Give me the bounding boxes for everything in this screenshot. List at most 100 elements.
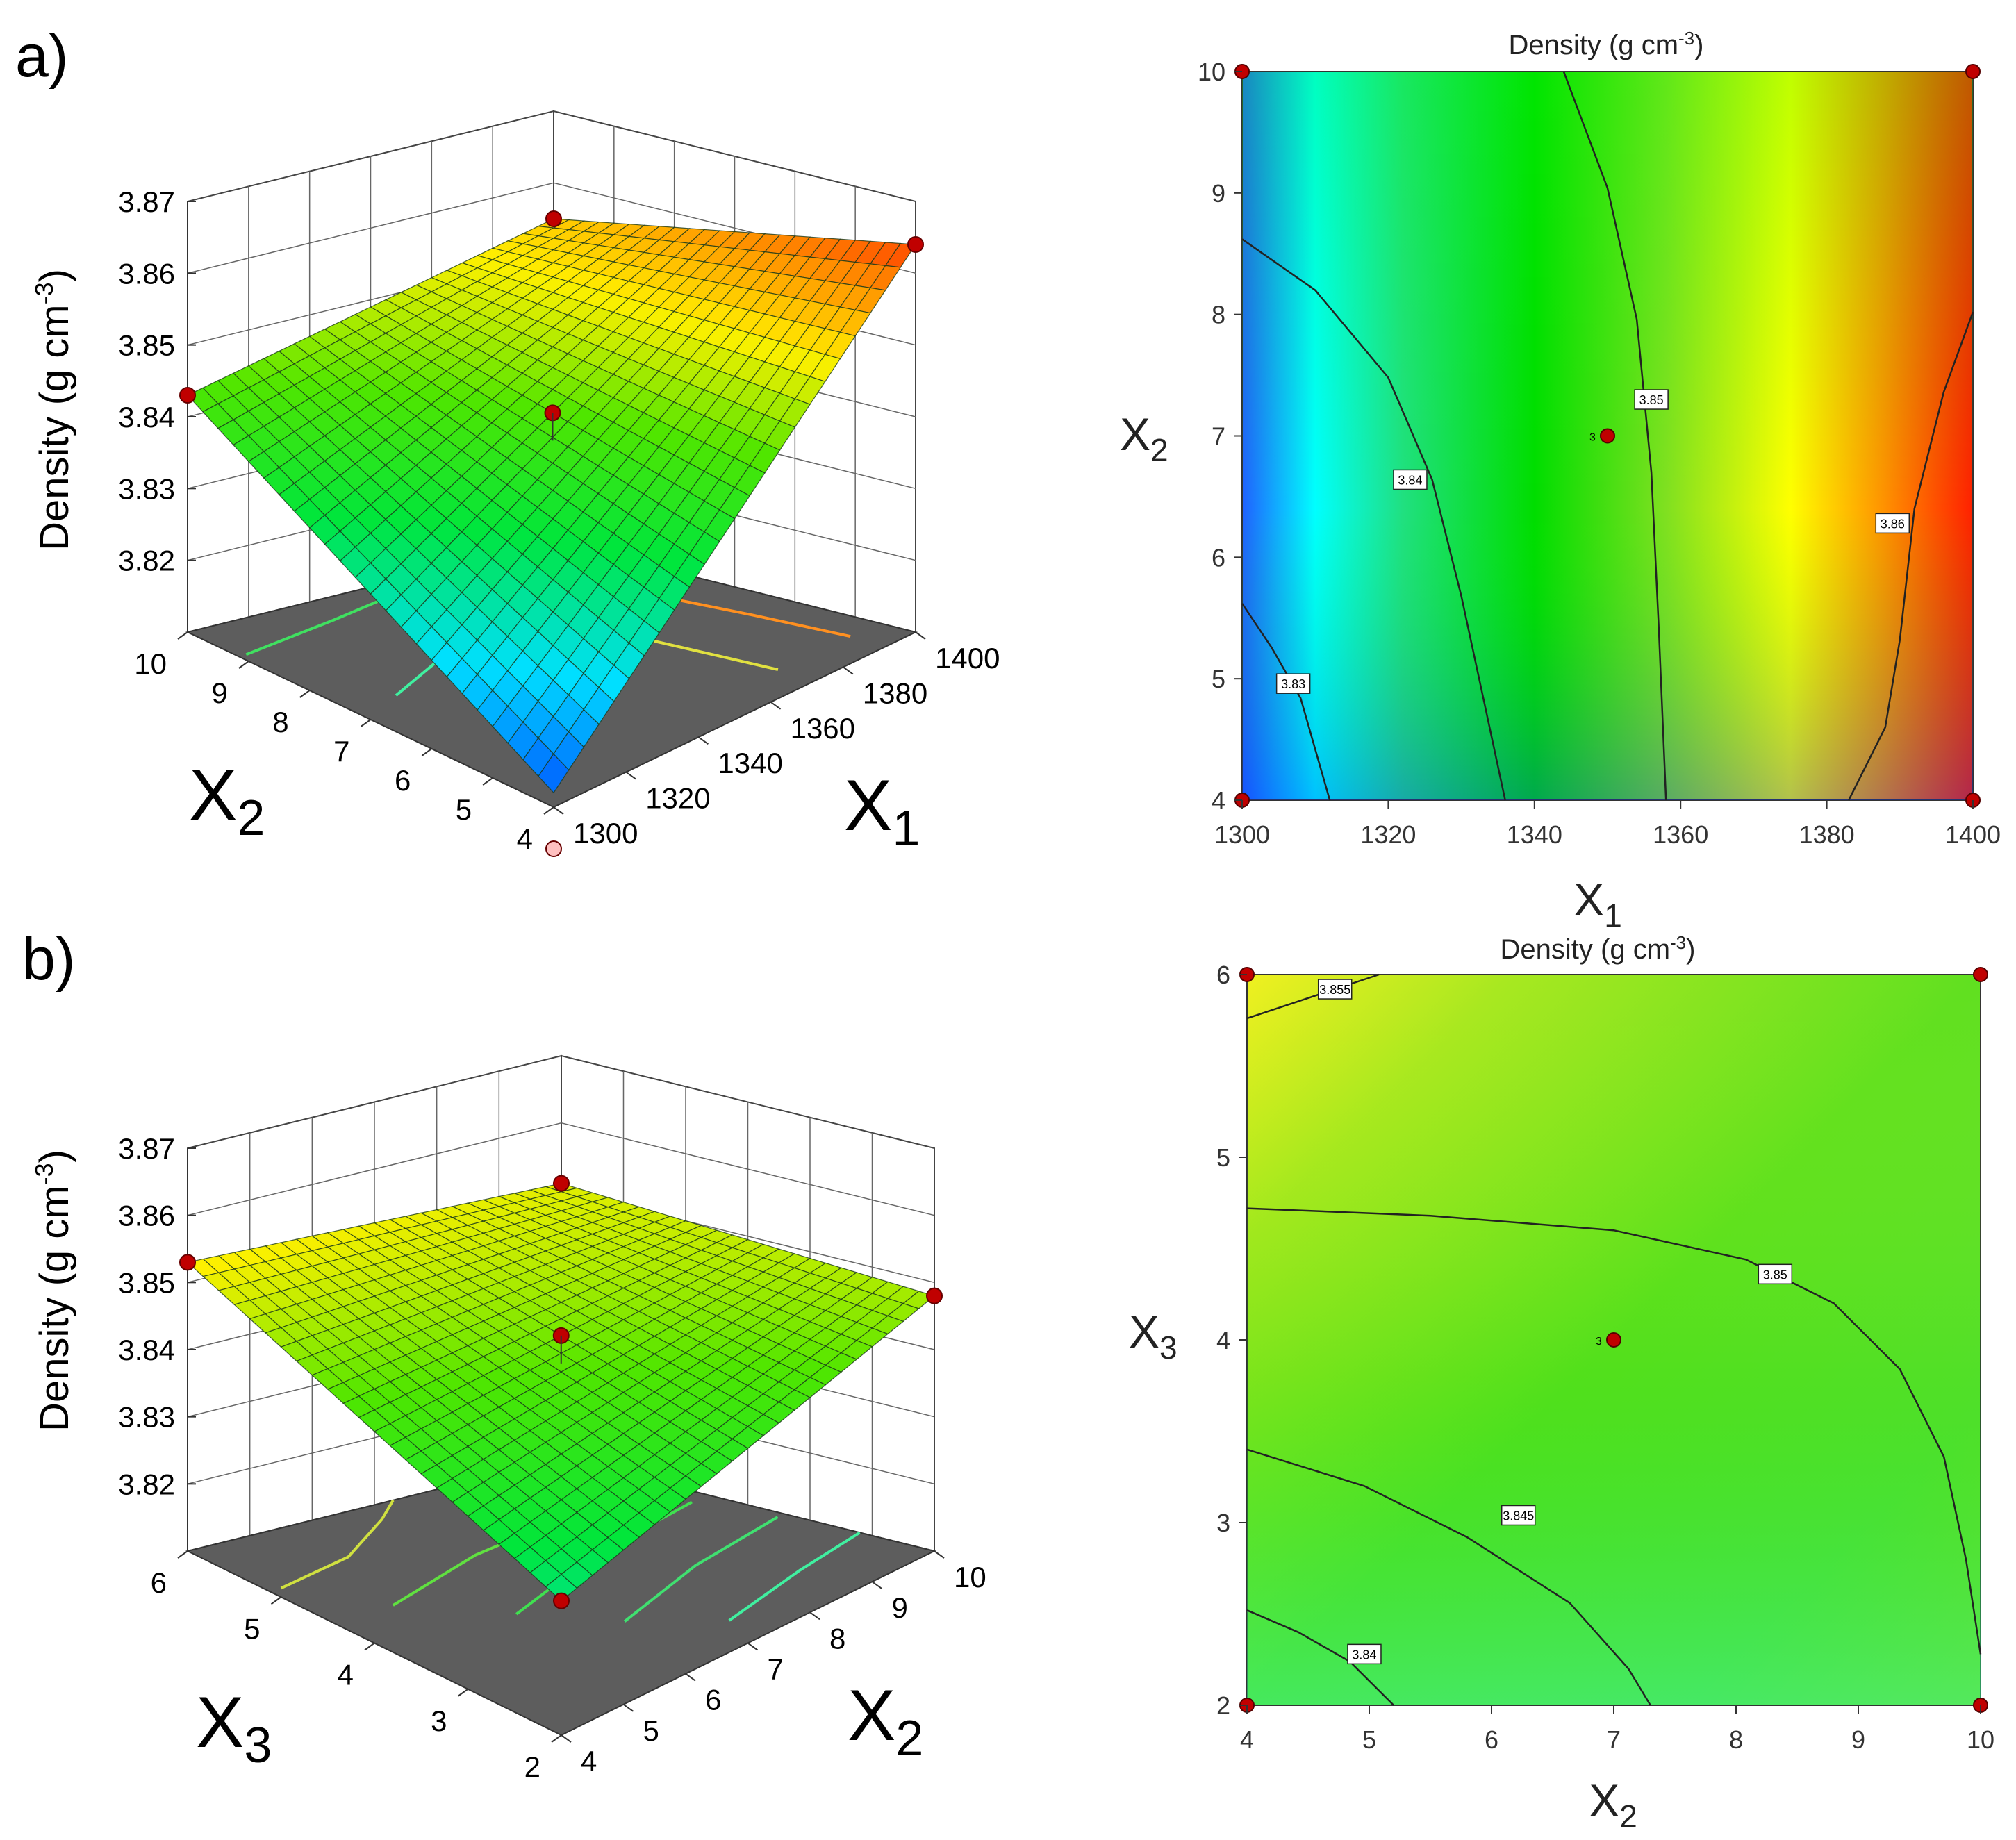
right-axis-tick-label: 8 <box>829 1622 845 1655</box>
contour-lines-b: 3.855 3.85 3.845 3.84 3 4 5 6 7 8 9 10 6 5 4 3 2 <box>1216 961 1994 1754</box>
left-axis-tick <box>360 719 372 727</box>
left-axis-tick <box>457 1688 469 1697</box>
y-tick-label: 8 <box>1212 301 1225 329</box>
left-axis-tick-label: 3 <box>431 1705 447 1737</box>
surface-cell <box>545 1573 578 1602</box>
right-axis-tick-label: 1340 <box>718 747 782 779</box>
right-axis-tick <box>553 806 564 815</box>
design-point <box>926 1287 943 1304</box>
contour-a-xlabel: X1 <box>1573 874 1622 934</box>
left-axis-tick-label: 10 <box>134 647 167 680</box>
panel-b-contour: 3.855 3.85 3.845 3.84 3 4 5 6 7 8 9 10 6 5 4 3 2 Density… <box>1129 932 1994 1834</box>
left-axis-tick <box>270 1596 282 1605</box>
y-tick-label: 4 <box>1216 1326 1230 1354</box>
right-axis-tick-label: 10 <box>954 1561 986 1593</box>
contour-line <box>1246 1448 1651 1706</box>
contour-label-box <box>1347 1643 1382 1665</box>
contour-label-box <box>1758 1263 1793 1285</box>
contour-label-box <box>1317 979 1353 1000</box>
z-tick-label: 3.83 <box>118 472 175 505</box>
contour-label: 3.84 <box>1398 473 1422 487</box>
y-tick-label: 3 <box>1216 1509 1230 1537</box>
z-tick-label: 3.82 <box>118 545 175 577</box>
center-point <box>1600 428 1615 444</box>
contour-label-box <box>1875 513 1910 534</box>
left-axis-tick-label: 4 <box>517 822 533 855</box>
left-axis-tick-label: 5 <box>456 793 472 826</box>
x-tick-label: 1320 <box>1360 820 1416 849</box>
design-points <box>179 1175 943 1609</box>
left-axis-tick-label: 6 <box>395 764 411 797</box>
panel-a-contour: 3.83 3.84 3.85 3.86 3 1300 1320 1340 1360 1380 140… <box>1120 28 2001 934</box>
contour-label: 3.855 <box>1319 983 1350 997</box>
y-tick-label: 5 <box>1216 1143 1230 1172</box>
z-tick-label: 3.85 <box>118 1266 175 1299</box>
left-axis-tick <box>482 777 493 786</box>
right-axis-tick <box>697 736 709 745</box>
x-tick-label: 1360 <box>1653 820 1708 849</box>
contour-b-title: Density (g cm-3) <box>1501 932 1696 965</box>
x-tick-label: 4 <box>1240 1725 1254 1754</box>
contour-a-ylabel: X2 <box>1120 408 1168 468</box>
panel-a-label: a) <box>15 23 68 90</box>
z-tick-label: 3.85 <box>118 329 175 362</box>
y-tick-label: 6 <box>1212 543 1225 572</box>
center-point-label: 3 <box>1589 432 1596 444</box>
contour-line <box>1246 1609 1395 1706</box>
left-axis-ticks: 10 9 8 7 6 5 4 <box>134 631 554 855</box>
z-tick-label: 3.83 <box>118 1401 175 1434</box>
left-axis-tick-label: 8 <box>272 706 288 738</box>
right-axis-tick-label: 1320 <box>645 782 710 815</box>
right-axis-tick <box>625 771 636 780</box>
left-axis-tick-label: 2 <box>524 1750 540 1783</box>
left-axis-tick <box>177 631 188 640</box>
design-point <box>553 1175 570 1192</box>
design-point <box>553 1592 570 1609</box>
contour-line <box>1848 311 1974 801</box>
surface-plot-a: 3.87 3.86 3.85 3.84 3.83 3.82 10 9 8 7 6 5 4 13001320… <box>118 110 1000 857</box>
response-surface <box>187 218 917 794</box>
x3-axis-label-b: X3 <box>196 1682 272 1773</box>
right-axis-tick <box>747 1642 759 1651</box>
y-tick-label: 5 <box>1212 665 1225 693</box>
y-tick-label: 9 <box>1212 179 1225 208</box>
y-tick-label: 7 <box>1212 422 1225 451</box>
x2-axis-label-b: X2 <box>848 1675 923 1766</box>
right-axis-tick <box>809 1611 820 1621</box>
panel-b-surface: b) 3.87 3.86 3.85 3.84 3.83 3.82 6 5 4 3 2 4 5 6 7 8 9 10… <box>22 926 986 1783</box>
left-axis-tick <box>543 806 554 815</box>
contour-label-box <box>1501 1505 1536 1526</box>
z-tick-label: 3.87 <box>118 185 175 218</box>
right-axis-tick <box>871 1581 883 1589</box>
surface-plot-b: 3.87 3.86 3.85 3.84 3.83 3.82 6 5 4 3 2 4 5 6 7 8 9 10 <box>118 1054 986 1783</box>
z-tick-label: 3.84 <box>118 401 175 433</box>
z-tick-label: 3.82 <box>118 1468 175 1500</box>
left-axis-tick-label: 5 <box>244 1612 260 1645</box>
panel-b-label: b) <box>22 926 75 993</box>
x-tick-label: 6 <box>1485 1725 1498 1754</box>
x-tick-label: 1300 <box>1214 820 1270 849</box>
right-axis-tick-label: 1360 <box>791 712 855 745</box>
floor-contour-line <box>623 1516 779 1623</box>
right-axis-tick-label: 1400 <box>935 642 1000 674</box>
contour-label: 3.83 <box>1281 677 1305 691</box>
z-tick-label: 3.86 <box>118 257 175 290</box>
z-tick-label: 3.86 <box>118 1200 175 1232</box>
right-axis-tick <box>685 1673 696 1682</box>
y-tick-label: 6 <box>1216 961 1230 989</box>
x-tick-label: 5 <box>1362 1725 1376 1754</box>
right-axis-tick-label: 5 <box>643 1714 659 1747</box>
left-axis-tick-label: 9 <box>211 677 227 709</box>
x-tick-label: 10 <box>1967 1725 1994 1754</box>
right-axis-tick-label: 1380 <box>863 677 927 709</box>
floor-contour-line <box>728 1531 861 1622</box>
x-tick-label: 1340 <box>1507 820 1562 849</box>
design-point <box>545 840 562 857</box>
x-tick-label: 8 <box>1729 1725 1743 1754</box>
contour-line <box>1241 238 1506 801</box>
response-surface <box>186 1183 936 1602</box>
contour-label-box <box>1634 389 1669 410</box>
left-axis-ticks: 6 5 4 3 2 <box>151 1550 562 1783</box>
contour-label: 3.85 <box>1639 393 1664 407</box>
